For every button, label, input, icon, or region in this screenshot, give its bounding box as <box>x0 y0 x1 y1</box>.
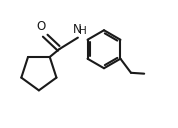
Text: N: N <box>73 23 81 36</box>
Text: O: O <box>36 20 45 33</box>
Text: H: H <box>79 26 87 36</box>
